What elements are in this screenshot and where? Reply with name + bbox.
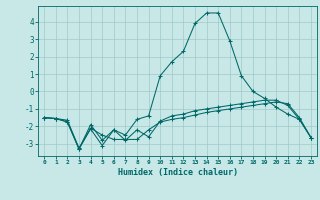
X-axis label: Humidex (Indice chaleur): Humidex (Indice chaleur) bbox=[118, 168, 238, 177]
